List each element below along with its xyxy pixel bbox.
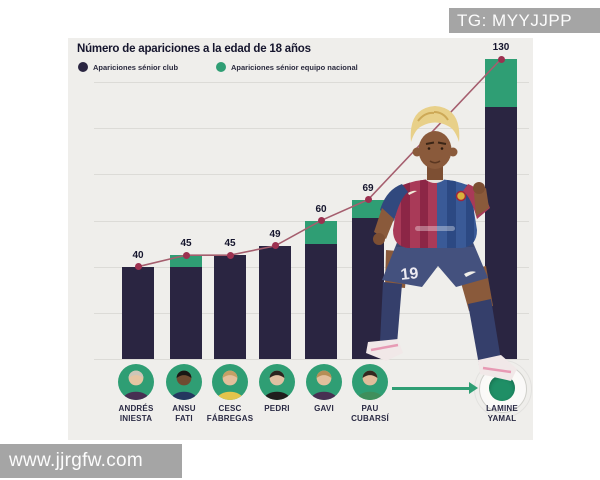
legend-label-national: Apariciones sénior equipo nacional — [231, 62, 358, 72]
player-name-line2: FÁBREGAS — [206, 414, 254, 423]
player-chest-swoosh-icon — [408, 190, 417, 195]
legend-item-club: Apariciones sénior club — [78, 62, 178, 72]
player-name-andres-iniesta: ANDRÉS INIESTA — [100, 404, 172, 424]
avatar-cesc-fabregas — [212, 364, 248, 400]
player-left-boot-stripe — [370, 343, 399, 352]
player-name-line1: PEDRI — [264, 404, 290, 413]
player-shorts — [382, 240, 488, 287]
highlight-arrow-head-icon — [469, 382, 478, 394]
trend-dot-cesc-fabregas — [226, 251, 234, 259]
bar-national-segment-lamine-yamal — [485, 59, 517, 108]
player-left-sleeve — [380, 184, 408, 221]
player-name-line1: GAVI — [314, 404, 334, 413]
chart-title: Número de apariciones a la edad de 18 añ… — [77, 43, 311, 55]
player-name-line2: YAMAL — [487, 414, 517, 423]
chart-card: Número de apariciones a la edad de 18 añ… — [68, 38, 533, 440]
player-name-line1: LAMINE — [486, 404, 518, 413]
bar-gavi — [305, 220, 337, 359]
trend-dot-lamine-yamal — [497, 55, 505, 63]
player-mouth — [429, 160, 441, 164]
player-name-line1: ANDRÉS — [118, 404, 154, 413]
highlight-arrow — [392, 387, 470, 390]
club-crest-icon — [455, 190, 467, 202]
value-label-pedri: 49 — [269, 228, 281, 240]
telegram-watermark: TG: MYYJJPP — [449, 8, 600, 33]
player-name-cesc-fabregas: CESC FÁBREGAS — [194, 404, 266, 424]
avatar-andres-iniesta — [118, 364, 154, 400]
player-right-boot-stripe — [482, 366, 512, 374]
bar-ansu-fati — [170, 255, 202, 359]
trend-dot-andres-iniesta — [134, 263, 142, 271]
avatar-ansu-fati — [166, 364, 202, 400]
avatar-bust-icon — [216, 370, 244, 400]
player-shirt-number: 19 — [400, 265, 420, 284]
value-label-andres-iniesta: 40 — [132, 249, 144, 261]
trend-dot-ansu-fati — [182, 251, 190, 259]
legend-label-club: Apariciones sénior club — [93, 62, 179, 72]
player-shorts-swoosh-icon — [464, 271, 476, 277]
bar-national-segment-gavi — [305, 220, 337, 244]
gridline-0 — [94, 359, 529, 360]
player-hair-texture — [417, 111, 449, 122]
player-name-pedri: PEDRI — [241, 404, 313, 414]
player-name-line1: ANSU — [172, 404, 196, 413]
player-eyebrows — [425, 141, 447, 145]
player-name-lamine-yamal: LAMINE YAMAL — [466, 404, 538, 424]
bar-cesc-fabregas — [214, 255, 246, 359]
avatar-bust-icon — [263, 370, 291, 400]
club-legend-dot-icon — [78, 62, 88, 72]
bar-andres-iniesta — [122, 266, 154, 359]
trend-dot-pedri — [271, 242, 279, 250]
website-watermark: www.jjrgfw.com — [0, 444, 182, 478]
player-name-line2: FATI — [175, 414, 193, 423]
gridline-100 — [94, 128, 529, 130]
value-label-lamine-yamal: 130 — [492, 42, 510, 53]
avatar-gavi — [306, 364, 342, 400]
player-left-fist — [373, 233, 385, 245]
player-name-line1: CESC — [218, 404, 242, 413]
player-photo-lamine-yamal: 19 — [366, 106, 517, 381]
avatar-pedri — [259, 364, 295, 400]
bar-pedri — [259, 245, 291, 359]
player-right-forearm — [474, 188, 489, 216]
legend-item-national: Apariciones sénior equipo nacional — [216, 62, 358, 72]
avatar-bust-icon — [356, 370, 384, 400]
gridline-120 — [94, 82, 529, 84]
value-label-pau-cubarsi: 69 — [362, 182, 374, 194]
player-name-ansu-fati: ANSU FATI — [148, 404, 220, 424]
value-label-ansu-fati: 45 — [180, 238, 192, 250]
player-name-line2: CUBARSÍ — [351, 414, 389, 423]
player-left-sock — [380, 282, 402, 344]
player-right-eye — [440, 147, 444, 150]
gridline-80 — [94, 174, 529, 176]
national-legend-dot-icon — [216, 62, 226, 72]
player-name-pau-cubarsi: PAU CUBARSÍ — [334, 404, 406, 424]
player-right-sock — [468, 299, 501, 365]
player-left-eye — [427, 147, 431, 150]
player-face — [418, 131, 452, 169]
bar-national-segment-pau-cubarsi — [352, 199, 384, 219]
avatar-bust-icon — [122, 370, 150, 400]
avatar-bust-icon — [170, 370, 198, 400]
bar-national-segment-ansu-fati — [170, 255, 202, 267]
player-right-boot — [478, 355, 517, 381]
player-name-line2: INIESTA — [119, 414, 153, 423]
value-label-cesc-fabregas: 45 — [224, 238, 236, 250]
player-left-boot — [366, 339, 403, 361]
player-left-forearm — [374, 208, 394, 239]
avatar-pau-cubarsi — [352, 364, 388, 400]
player-name-gavi: GAVI — [288, 404, 360, 414]
player-right-fist — [473, 182, 485, 194]
avatar-bust-icon — [310, 370, 338, 400]
player-name-line1: PAU — [361, 404, 379, 413]
value-label-gavi: 60 — [315, 203, 327, 215]
trend-dot-gavi — [317, 217, 325, 225]
trend-dot-pau-cubarsi — [364, 196, 372, 204]
